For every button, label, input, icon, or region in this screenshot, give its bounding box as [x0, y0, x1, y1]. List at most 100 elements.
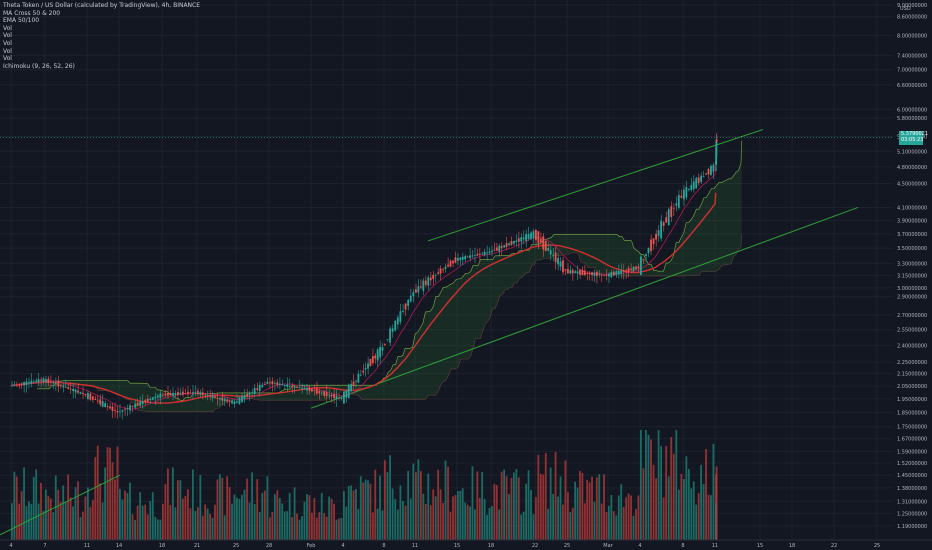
candle-body	[20, 383, 23, 385]
indicator-vol[interactable]: Vol	[3, 55, 12, 63]
volume-bar	[13, 471, 16, 540]
candle-body	[45, 379, 47, 382]
indicator-ema[interactable]: EMA 50/100	[3, 17, 40, 25]
volume-bar	[469, 506, 471, 540]
volume-bar	[675, 430, 678, 540]
cloud-span-a	[36, 140, 743, 401]
candle-body	[182, 391, 184, 395]
volume-bar	[707, 494, 710, 540]
candle-body	[291, 385, 294, 387]
candle-body	[273, 383, 276, 384]
volume-bar	[271, 511, 274, 540]
trend-line[interactable]	[0, 474, 121, 536]
volume-bar	[164, 484, 167, 540]
candle-body	[583, 270, 586, 276]
x-tick-label: Mar	[603, 543, 613, 549]
volume-bar	[367, 480, 369, 540]
candle-body	[303, 388, 306, 390]
trend-line[interactable]	[310, 206, 859, 409]
volume-bar	[650, 439, 652, 540]
indicator-ichimoku[interactable]: Ichimoku (9, 26, 52, 26)	[3, 62, 75, 70]
volume-bar	[209, 513, 211, 540]
candle-body	[576, 271, 579, 274]
candle-body	[62, 385, 65, 388]
volume-bar	[660, 446, 663, 540]
candle-body	[652, 238, 655, 244]
candle-body	[635, 266, 637, 270]
candle-body	[402, 310, 404, 312]
volume-bar	[493, 484, 496, 540]
volume-bar	[149, 501, 152, 540]
ma-line	[10, 163, 717, 410]
volume-bar	[25, 505, 28, 540]
volume-bar	[615, 515, 618, 540]
volume-bar	[505, 476, 508, 540]
candle-body	[253, 387, 256, 394]
volume-bar	[258, 511, 261, 540]
volume-bar	[434, 496, 437, 540]
candle-body	[74, 389, 77, 393]
y-tick-label: 3.50000000	[897, 246, 927, 252]
indicator-vol[interactable]: Vol	[3, 24, 12, 32]
candle-body	[347, 384, 350, 398]
candle-body	[690, 184, 693, 191]
candle-body	[371, 356, 374, 364]
y-tick-label: 3.70000000	[897, 232, 927, 238]
candle-body	[452, 260, 454, 264]
y-tick-label: 1.67000000	[897, 437, 927, 443]
volume-bar	[503, 469, 506, 540]
volume-bar	[620, 484, 623, 540]
volume-bar	[588, 482, 591, 540]
candle-body	[146, 398, 149, 402]
volume-bar	[442, 503, 444, 540]
y-tick-label: 7.40000000	[897, 53, 927, 59]
volume-bar	[571, 507, 574, 540]
bar-countdown: 03:05:23	[901, 137, 924, 144]
candle-body	[466, 256, 469, 258]
candle-body	[539, 238, 542, 243]
indicator-ma-cross[interactable]: MA Cross 50 & 200	[3, 9, 61, 17]
candle-body	[96, 400, 99, 402]
candle-body	[396, 317, 399, 325]
volume-bar	[407, 470, 410, 540]
candle-body	[306, 388, 308, 391]
volume-bar	[449, 511, 452, 540]
candle-body	[345, 390, 348, 398]
time-axis-background	[0, 540, 932, 550]
trend-line[interactable]	[427, 129, 764, 242]
candle-body	[37, 379, 40, 383]
volume-bar	[15, 476, 18, 540]
volume-bar	[87, 487, 89, 540]
volume-bar	[583, 503, 586, 540]
candle-body	[206, 394, 209, 396]
time-axis[interactable]: 4 7 11 14 18 21 25 28 Feb 4 8 11 15 18 22 25 Mar 4 8 11 15 18…	[0, 539, 932, 550]
volume-bar	[338, 518, 340, 540]
indicator-vol[interactable]: Vol	[3, 32, 12, 40]
volume-bar	[243, 489, 246, 540]
x-tick-label: 18	[789, 543, 795, 549]
candle-body	[261, 384, 264, 388]
candle-body	[605, 274, 608, 276]
price-axis[interactable]: 9.00000000 8.60000000 8.00000000 7.40000000…	[893, 0, 932, 540]
volume-bar	[49, 498, 52, 540]
volume-bar	[457, 491, 459, 540]
volume-bar	[156, 519, 159, 540]
volume-bar	[124, 490, 126, 540]
volume-bar	[194, 510, 197, 540]
volume-bar	[605, 511, 608, 540]
indicator-vol[interactable]: Vol	[3, 39, 12, 47]
volume-bar	[617, 495, 620, 540]
volume-bar	[269, 517, 271, 540]
candle-body	[491, 250, 493, 253]
indicator-vol[interactable]: Vol	[3, 47, 12, 55]
volume-bar	[491, 505, 493, 540]
y-tick-label: 1.25000000	[897, 511, 927, 517]
candle-body	[67, 387, 70, 389]
candle-body	[94, 399, 97, 400]
candle-body	[243, 395, 246, 400]
candle-body	[134, 403, 136, 408]
candle-body	[647, 248, 650, 254]
candle-body	[459, 257, 462, 261]
